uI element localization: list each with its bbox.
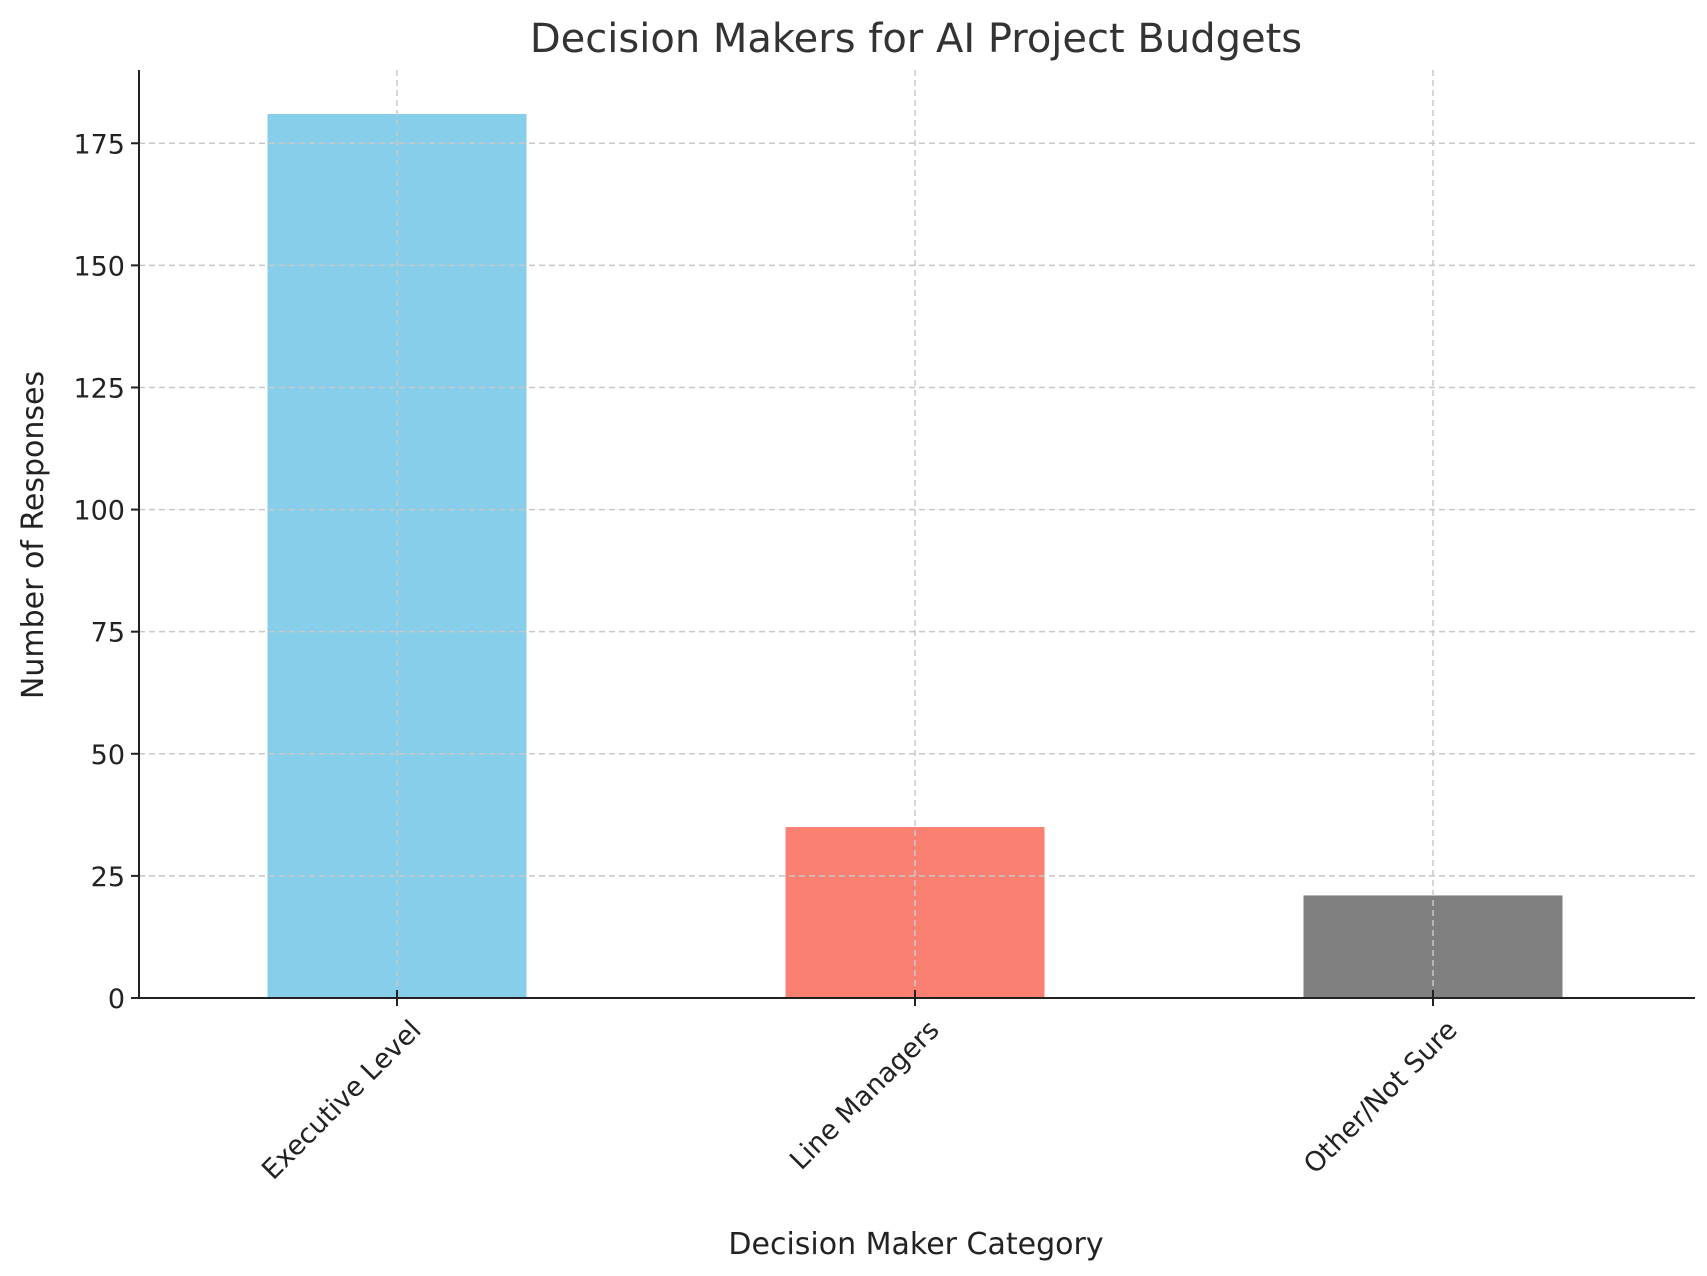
y-tick-label: 100 — [73, 496, 125, 527]
x-tick-label: Other/Not Sure — [1298, 1015, 1463, 1180]
x-tick-label: Executive Level — [256, 1015, 427, 1186]
grid-layer — [139, 70, 1695, 998]
y-tick-label: 75 — [91, 618, 125, 649]
y-tick-label: 0 — [108, 984, 125, 1015]
chart-title: Decision Makers for AI Project Budgets — [530, 16, 1302, 62]
y-axis-label: Number of Responses — [16, 371, 51, 699]
x-tick-label: Line Managers — [784, 1015, 945, 1176]
y-tick-label: 50 — [91, 740, 125, 771]
x-axis-label: Decision Maker Category — [728, 1227, 1103, 1262]
y-tick-label: 25 — [91, 862, 125, 893]
axis-layer — [138, 70, 1695, 999]
y-tick-label: 150 — [73, 251, 125, 282]
y-tick-label: 125 — [73, 373, 125, 404]
y-tick-label: 175 — [73, 129, 125, 160]
